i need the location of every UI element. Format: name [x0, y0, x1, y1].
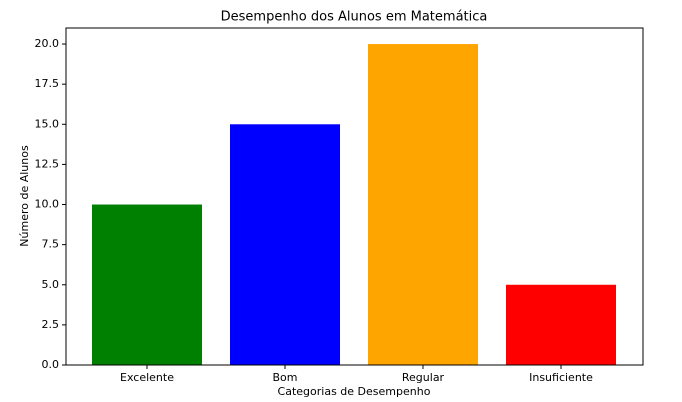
x-tick-label: Bom — [273, 371, 298, 384]
y-tick-label: 15.0 — [35, 117, 60, 130]
y-tick-label: 5.0 — [42, 278, 60, 291]
chart-title: Desempenho dos Alunos em Matemática — [221, 10, 488, 25]
y-tick-label: 17.5 — [35, 77, 60, 90]
x-axis-label: Categorias de Desempenho — [278, 385, 431, 398]
x-tick-label: Excelente — [120, 371, 174, 384]
bar — [92, 204, 202, 365]
bar — [506, 284, 616, 365]
y-tick-label: 10.0 — [35, 198, 60, 211]
x-tick-label: Insuficiente — [529, 371, 593, 384]
y-axis-label: Número de Alunos — [18, 145, 31, 247]
y-tick-label: 12.5 — [35, 157, 60, 170]
y-tick-label: 7.5 — [42, 238, 60, 251]
y-tick-label: 2.5 — [42, 318, 60, 331]
bar — [368, 44, 478, 366]
y-tick-label: 20.0 — [35, 37, 60, 50]
plot-frame — [65, 27, 644, 366]
y-tick-label: 0.0 — [42, 358, 60, 371]
bar — [230, 124, 340, 366]
x-tick-label: Regular — [402, 371, 445, 384]
